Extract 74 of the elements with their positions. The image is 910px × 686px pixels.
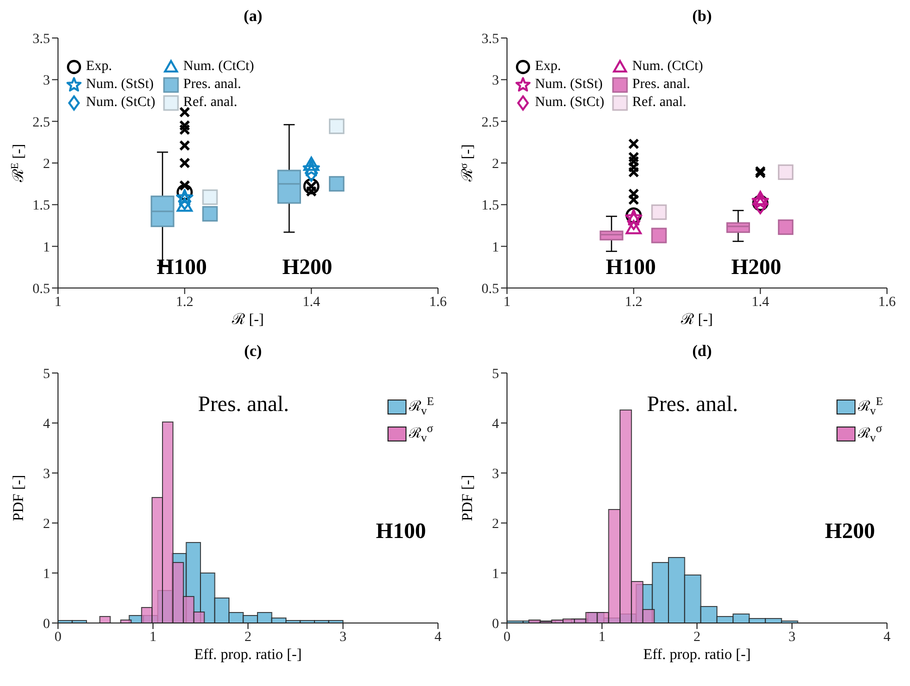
y-tick-label: 2 [43, 156, 50, 172]
y-axis-title: PDF [-] [11, 474, 27, 522]
annotation: H200 [824, 518, 875, 544]
y-tick-label: 3 [492, 466, 499, 482]
y-tick-label: 1 [492, 240, 499, 256]
x-tick-label: 2 [694, 630, 700, 645]
x-tick-label: 1.2 [176, 294, 194, 310]
chart-title: (d) [691, 343, 713, 362]
x-tick-label: 1.6 [429, 294, 447, 310]
y-tick-label: 3 [492, 74, 499, 89]
y-tick-label: 0.5 [482, 282, 499, 297]
x-axis-title: Eff. prop. ratio [-] [194, 647, 302, 663]
x-tick-label: 3 [340, 630, 346, 645]
y-tick-label: 1.5 [32, 198, 50, 214]
legend-label: Exp. [535, 58, 562, 76]
legend-label: Num. (StSt) [86, 76, 154, 94]
legend-label: Pres. anal. [183, 76, 242, 94]
y-tick-label: 1 [43, 240, 50, 256]
legend-label: Num. (CtCt) [183, 58, 254, 76]
y-tick-label: 2.5 [482, 115, 499, 130]
y-tick-label: 4 [492, 416, 499, 432]
y-tick-label: 4 [43, 416, 50, 432]
y-tick-label: 1 [492, 566, 499, 582]
annotation: H200 [282, 254, 332, 280]
annotation: Pres. anal. [647, 391, 738, 417]
x-axis-title: ℛ [-] [680, 312, 713, 328]
x-tick-label: 1.4 [752, 294, 770, 310]
x-tick-label: 4 [434, 630, 442, 645]
y-axis-title: PDF [-] [460, 474, 476, 522]
y-tick-label: 2 [492, 156, 499, 172]
legend-label: Num. (CtCt) [632, 58, 704, 76]
x-tick-label: 2 [244, 630, 252, 645]
chart-title: (c) [243, 343, 263, 362]
x-tick-label: 0 [504, 630, 510, 645]
legend-label: Exp. [86, 58, 112, 76]
x-tick-label: 1 [598, 630, 606, 645]
annotation: H200 [731, 254, 782, 280]
x-tick-label: 1.2 [624, 294, 642, 310]
chart-title: (a) [242, 8, 264, 27]
legend-label: Ref. anal. [183, 94, 238, 112]
y-tick-label: 2 [492, 516, 499, 532]
legend-label: Ref. anal. [632, 94, 686, 112]
x-tick-label: 4 [884, 630, 890, 645]
x-tick-label: 1.4 [302, 294, 320, 310]
y-tick-label: 0 [43, 616, 50, 632]
annotation: H100 [156, 254, 207, 280]
annotation: H100 [376, 518, 426, 544]
y-tick-label: 3 [43, 466, 50, 482]
y-tick-label: 1.5 [482, 198, 499, 214]
legend-label: Num. (StSt) [535, 76, 603, 94]
chart-title: (b) [691, 8, 713, 27]
annotation: H100 [606, 254, 656, 280]
x-tick-label: 3 [788, 630, 796, 645]
legend-label: Num. (StCt) [86, 94, 156, 112]
y-tick-label: 5 [492, 366, 499, 382]
annotation: Pres. anal. [198, 391, 290, 417]
x-tick-label: 1.6 [878, 294, 896, 310]
y-tick-label: 0.5 [32, 282, 50, 297]
y-tick-label: 3.5 [32, 32, 50, 47]
x-axis-title: Eff. prop. ratio [-] [643, 647, 751, 663]
y-tick-label: 2.5 [32, 115, 50, 130]
y-tick-label: 3.5 [482, 32, 499, 47]
legend-label: Pres. anal. [632, 76, 690, 94]
x-tick-label: 1 [150, 630, 156, 645]
x-axis-title: ℛ [-] [231, 312, 264, 328]
y-tick-label: 2 [43, 516, 50, 532]
x-tick-label: 0 [54, 630, 62, 645]
y-tick-label: 5 [43, 366, 50, 382]
y-tick-label: 3 [43, 74, 50, 89]
x-tick-label: 1 [54, 294, 62, 310]
x-tick-label: 1 [504, 294, 510, 310]
legend-label: Num. (StCt) [535, 94, 604, 112]
y-tick-label: 0 [492, 616, 499, 632]
y-tick-label: 1 [43, 566, 50, 582]
